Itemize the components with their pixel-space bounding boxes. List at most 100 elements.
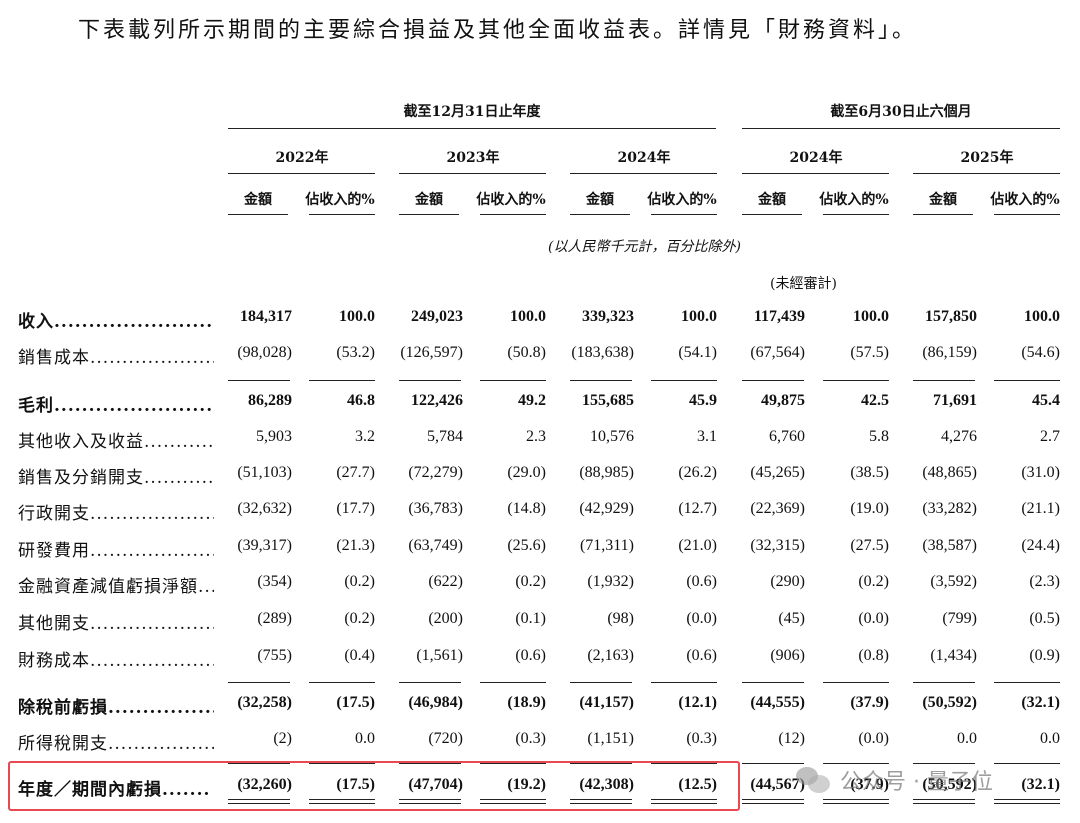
row-label: 除稅前虧損...................	[18, 698, 214, 718]
subtotal-rule	[570, 682, 632, 683]
fy-header-rule	[228, 128, 716, 129]
row-label: 其他開支.....................	[18, 614, 214, 634]
amount-header-rule	[399, 214, 459, 215]
cell-value: (45)	[778, 610, 805, 627]
total-double-rule	[309, 799, 375, 804]
cell-value: 0.0	[957, 730, 977, 747]
row-label: 收入.........................	[18, 312, 214, 332]
cell-value: (50,592)	[922, 694, 977, 711]
cell-value: (53.2)	[336, 344, 375, 361]
subtotal-rule	[651, 763, 717, 764]
subtotal-rule	[228, 763, 290, 764]
cell-value: (720)	[428, 730, 463, 747]
cell-value: 49.2	[518, 392, 546, 409]
cell-value: (0.0)	[858, 610, 889, 627]
amount-header: 金額	[244, 192, 272, 208]
amount-header-rule	[228, 214, 288, 215]
highlight-box	[8, 761, 740, 811]
cell-value: (31.0)	[1021, 464, 1060, 481]
cell-value: (0.2)	[344, 610, 375, 627]
pct-header: 佔收入的%	[647, 192, 717, 208]
cell-value: 2.3	[526, 428, 546, 445]
watermark-text: 公众号 · 量子位	[840, 770, 993, 795]
cell-value: (0.5)	[1029, 610, 1060, 627]
cell-value: (289)	[257, 610, 292, 627]
cell-value: (0.2)	[515, 573, 546, 590]
cell-value: 100.0	[339, 308, 375, 325]
subtotal-rule	[742, 682, 804, 683]
cell-value: (88,985)	[579, 464, 634, 481]
cell-value: (21.1)	[1021, 500, 1060, 517]
total-double-rule	[399, 799, 461, 804]
cell-value: (48,865)	[922, 464, 977, 481]
unaudited-note: (未經審計)	[770, 276, 837, 292]
cell-value: (0.2)	[858, 573, 889, 590]
cell-value: 2.7	[1040, 428, 1060, 445]
subtotal-rule	[399, 682, 461, 683]
cell-value: (17.5)	[336, 776, 375, 793]
cell-value: (799)	[942, 610, 977, 627]
cell-value: (290)	[770, 573, 805, 590]
cell-value: (1,151)	[587, 730, 634, 747]
total-double-rule	[742, 799, 804, 804]
total-double-rule	[228, 799, 290, 804]
total-double-rule	[994, 799, 1060, 804]
subtotal-rule	[742, 763, 804, 764]
row-label: 銷售成本.....................	[18, 348, 214, 368]
cell-value: (24.4)	[1021, 537, 1060, 554]
cell-value: (42,929)	[579, 500, 634, 517]
cell-value: 10,576	[590, 428, 634, 445]
cell-value: (0.6)	[686, 647, 717, 664]
cell-value: (57.5)	[850, 344, 889, 361]
cell-value: (46,984)	[408, 694, 463, 711]
cell-value: (50,592)	[922, 776, 977, 793]
cell-value: (32,258)	[237, 694, 292, 711]
subtotal-rule	[309, 682, 375, 683]
subtotal-rule	[994, 682, 1060, 683]
period-header: 2022年	[275, 150, 329, 166]
cell-value: 5,903	[256, 428, 292, 445]
total-double-rule	[480, 799, 546, 804]
cell-value: 3.1	[697, 428, 717, 445]
cell-value: 4,276	[941, 428, 977, 445]
period-header: 2024年	[617, 150, 671, 166]
subtotal-rule	[570, 380, 632, 381]
subtotal-rule	[913, 380, 975, 381]
total-double-rule	[570, 799, 632, 804]
cell-value: 100.0	[510, 308, 546, 325]
row-label: 金融資產減值虧損淨額...	[18, 577, 214, 597]
cell-value: (42,308)	[579, 776, 634, 793]
period-rule	[913, 173, 1060, 174]
row-label: 毛利.........................	[18, 396, 214, 416]
row-label: 所得稅開支...................	[18, 734, 214, 754]
amount-header: 金額	[758, 192, 786, 208]
subtotal-rule	[742, 380, 804, 381]
subtotal-rule	[994, 380, 1060, 381]
cell-value: 45.9	[689, 392, 717, 409]
cell-value: (18.9)	[507, 694, 546, 711]
subtotal-rule	[994, 763, 1060, 764]
period-rule	[570, 173, 717, 174]
cell-value: (54.6)	[1021, 344, 1060, 361]
cell-value: (200)	[428, 610, 463, 627]
cell-value: (12.5)	[678, 776, 717, 793]
period-header: 2025年	[960, 150, 1014, 166]
cell-value: (0.0)	[858, 730, 889, 747]
cell-value: (37.9)	[850, 694, 889, 711]
cell-value: (38.5)	[850, 464, 889, 481]
cell-value: (2,163)	[587, 647, 634, 664]
cell-value: (1,561)	[416, 647, 463, 664]
cell-value: (39,317)	[237, 537, 292, 554]
cell-value: (71,311)	[579, 537, 634, 554]
cell-value: (12.1)	[678, 694, 717, 711]
row-label: 研發費用.....................	[18, 541, 214, 561]
amount-header-rule	[913, 214, 973, 215]
cell-value: 71,691	[933, 392, 977, 409]
cell-value: 184,317	[240, 308, 292, 325]
watermark: 公众号 · 量子位	[796, 760, 993, 800]
row-label: 行政開支.....................	[18, 504, 214, 524]
cell-value: (12)	[778, 730, 805, 747]
unit-note: (以人民幣千元計，百分比除外)	[548, 239, 741, 255]
cell-value: 42.5	[861, 392, 889, 409]
cell-value: (1,434)	[930, 647, 977, 664]
